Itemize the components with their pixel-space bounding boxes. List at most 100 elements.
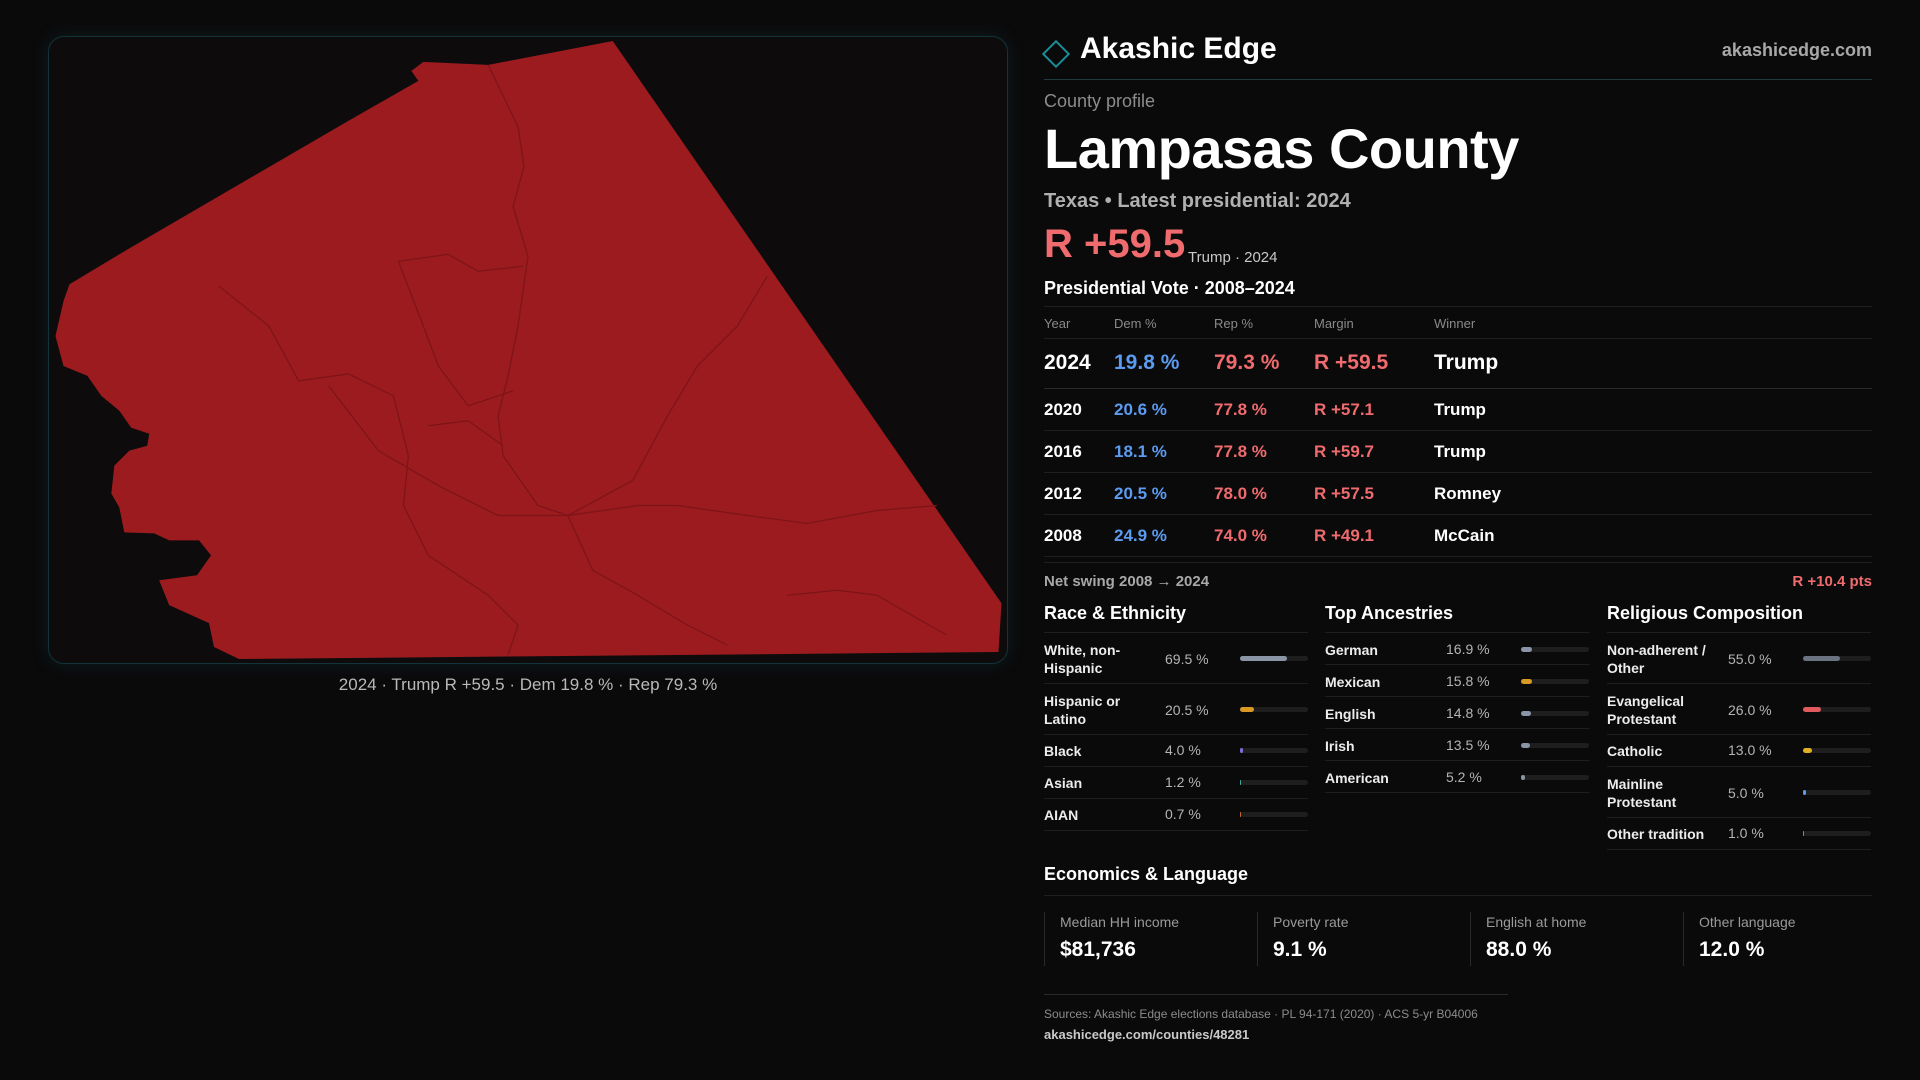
map-caption: 2024 · Trump R +59.5 · Dem 19.8 % · Rep … bbox=[338, 675, 718, 694]
item-value: 16.9 % bbox=[1446, 641, 1490, 657]
stat-other-language: Other language 12.0 % bbox=[1683, 912, 1873, 966]
item-bar-fill bbox=[1803, 707, 1821, 712]
table-row: 2008 24.9 % 74.0 % R +49.1 McCain bbox=[1044, 515, 1872, 557]
stat-value: 9.1 % bbox=[1273, 938, 1327, 961]
net-swing: Net swing 2008 → 2024 R +10.4 pts bbox=[1044, 562, 1872, 590]
county-profile-panel: Akashic Edge akashicedge.com County prof… bbox=[1041, 0, 1873, 1080]
item-label: German bbox=[1325, 642, 1378, 658]
header-year: Year bbox=[1044, 316, 1071, 331]
net-swing-value: R +10.4 pts bbox=[1792, 573, 1872, 590]
item-value: 1.2 % bbox=[1165, 774, 1201, 790]
sources-url-link[interactable]: akashicedge.com/counties/48281 bbox=[1044, 1027, 1250, 1042]
item-bar bbox=[1521, 775, 1589, 780]
stat-label: Other language bbox=[1699, 914, 1796, 930]
item-bar bbox=[1803, 831, 1871, 836]
item-bar-fill bbox=[1240, 707, 1254, 712]
brand-url-link[interactable]: akashicedge.com bbox=[1721, 40, 1872, 60]
item-label: Irish bbox=[1325, 738, 1355, 754]
item-bar bbox=[1521, 711, 1589, 716]
stat-label: English at home bbox=[1486, 914, 1587, 930]
item-label: White, non-Hispanic bbox=[1044, 642, 1121, 676]
item-value: 15.8 % bbox=[1446, 673, 1490, 689]
list-item: German 16.9 % bbox=[1325, 633, 1589, 665]
vote-table: Year Dem % Rep % Margin Winner 2024 19.8… bbox=[1044, 306, 1872, 557]
list-item: Black 4.0 % bbox=[1044, 735, 1308, 767]
item-bar-fill bbox=[1521, 711, 1532, 716]
item-label: Black bbox=[1044, 743, 1082, 759]
race-ethnicity-section: Race & Ethnicity White, non-Hispanic 69.… bbox=[1044, 603, 1308, 831]
stat-label: Median HH income bbox=[1060, 914, 1180, 930]
list-item: Catholic 13.0 % bbox=[1607, 735, 1871, 767]
item-bar-fill bbox=[1521, 743, 1531, 748]
item-label: American bbox=[1325, 770, 1389, 786]
cell-margin: R +59.5 bbox=[1314, 351, 1389, 374]
ancestries-title: Top Ancestries bbox=[1325, 603, 1589, 633]
item-value: 13.5 % bbox=[1446, 737, 1490, 753]
subtitle: Texas • Latest presidential: 2024 bbox=[1044, 190, 1351, 212]
county-shape bbox=[55, 40, 1002, 660]
item-bar bbox=[1240, 707, 1308, 712]
religion-section: Religious Composition Non-adherent / Oth… bbox=[1607, 603, 1871, 850]
cell-year: 2024 bbox=[1044, 351, 1091, 374]
item-label: AIAN bbox=[1044, 807, 1079, 823]
list-item: White, non-Hispanic 69.5 % bbox=[1044, 633, 1308, 684]
page-title: Lampasas County bbox=[1044, 117, 1519, 180]
cell-year: 2020 bbox=[1044, 400, 1082, 419]
item-bar bbox=[1521, 647, 1589, 652]
county-map[interactable] bbox=[48, 36, 1008, 664]
item-bar-fill bbox=[1240, 656, 1288, 661]
headline-margin: R +59.5 bbox=[1044, 222, 1186, 266]
item-bar bbox=[1521, 679, 1589, 684]
eyebrow: County profile bbox=[1044, 91, 1156, 111]
cell-winner: Romney bbox=[1434, 484, 1502, 503]
list-item: Mexican 15.8 % bbox=[1325, 665, 1589, 697]
item-value: 1.0 % bbox=[1728, 825, 1764, 841]
item-value: 13.0 % bbox=[1728, 742, 1772, 758]
cell-dem: 20.5 % bbox=[1114, 484, 1167, 503]
table-row: 2016 18.1 % 77.8 % R +59.7 Trump bbox=[1044, 431, 1872, 473]
brand-header: Akashic Edge akashicedge.com bbox=[1041, 32, 1872, 80]
item-bar bbox=[1803, 707, 1871, 712]
cell-winner: Trump bbox=[1434, 442, 1486, 461]
cell-year: 2008 bbox=[1044, 526, 1082, 545]
list-item: Evangelical Protestant 26.0 % bbox=[1607, 684, 1871, 735]
sources-footer: Sources: Akashic Edge elections database… bbox=[1044, 994, 1508, 1042]
item-value: 5.2 % bbox=[1446, 769, 1482, 785]
header-dem: Dem % bbox=[1114, 316, 1157, 331]
cell-dem: 20.6 % bbox=[1114, 400, 1167, 419]
item-bar bbox=[1803, 656, 1871, 661]
list-item: Irish 13.5 % bbox=[1325, 729, 1589, 761]
brand-name[interactable]: Akashic Edge bbox=[1080, 32, 1277, 65]
item-bar-fill bbox=[1521, 775, 1525, 780]
item-bar-fill bbox=[1803, 790, 1807, 795]
item-bar bbox=[1240, 812, 1308, 817]
list-item: Mainline Protestant 5.0 % bbox=[1607, 767, 1871, 818]
item-bar-fill bbox=[1803, 748, 1812, 753]
item-label: Non-adherent / Other bbox=[1607, 642, 1706, 676]
list-item: Non-adherent / Other 55.0 % bbox=[1607, 633, 1871, 684]
item-bar-fill bbox=[1521, 647, 1533, 652]
stat-value: 12.0 % bbox=[1699, 938, 1765, 961]
item-bar-fill bbox=[1803, 656, 1841, 661]
item-bar-fill bbox=[1240, 748, 1243, 753]
item-value: 26.0 % bbox=[1728, 702, 1772, 718]
stat-median-income: Median HH income $81,736 bbox=[1044, 912, 1234, 966]
item-value: 5.0 % bbox=[1728, 785, 1764, 801]
item-label: Catholic bbox=[1607, 743, 1663, 759]
item-label: Mexican bbox=[1325, 674, 1381, 690]
ancestries-section: Top Ancestries German 16.9 % Mexican 15.… bbox=[1325, 603, 1589, 793]
item-bar bbox=[1803, 790, 1871, 795]
cell-year: 2016 bbox=[1044, 442, 1082, 461]
item-bar bbox=[1240, 780, 1308, 785]
item-label: Evangelical Protestant bbox=[1607, 693, 1685, 727]
cell-winner: Trump bbox=[1434, 400, 1486, 419]
item-value: 0.7 % bbox=[1165, 806, 1201, 822]
stat-english-at-home: English at home 88.0 % bbox=[1470, 912, 1660, 966]
religion-title: Religious Composition bbox=[1607, 603, 1871, 633]
list-item: English 14.8 % bbox=[1325, 697, 1589, 729]
item-bar bbox=[1240, 656, 1308, 661]
item-bar bbox=[1803, 748, 1871, 753]
county-map-svg bbox=[55, 40, 1002, 660]
stat-label: Poverty rate bbox=[1273, 914, 1349, 930]
cell-winner: McCain bbox=[1434, 526, 1495, 545]
